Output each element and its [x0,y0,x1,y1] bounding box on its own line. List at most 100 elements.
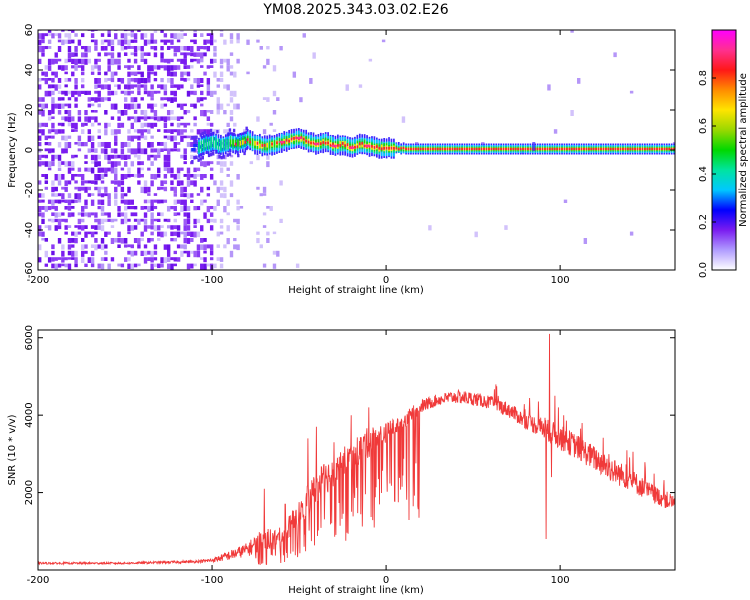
spectrogram-noise-cell [47,142,52,146]
spectrogram-noise-cell [186,238,191,244]
spectrogram-xtick-label: 0 [383,275,389,286]
spectrogram-noise-cell [41,39,45,44]
spectrogram-noise-cell [104,122,108,129]
spectrogram-noise-cell [41,161,45,166]
spectrogram-noise-cell [64,71,68,75]
spectrogram-noise-cell [100,257,105,261]
spectrogram-ridge-cell [414,147,417,151]
spectrogram-noise-cell [183,33,187,36]
spectrogram-onset-cell [226,153,230,157]
spectrogram-noise-cell [110,103,115,110]
spectrogram-noise-cell [213,263,217,269]
spectrogram-noise-cell [87,129,92,135]
spectrogram-noise-cell [77,186,82,192]
spectrogram-noise-cell [127,257,131,262]
spectrogram-noise-cell [140,116,144,120]
spectrogram-noise-cell [104,46,108,51]
spectrogram-noise-cell [74,90,78,95]
spectrogram-noise-cell [107,142,111,148]
spectrogram-noise-cell [143,257,148,264]
spectrogram-noise-cell [153,78,158,82]
spectrogram-noise-cell [100,244,105,251]
spectrogram-noise-cell [203,257,207,263]
spectrogram-noise-cell [173,186,177,194]
spectrogram-noise-cell [117,58,121,65]
spectrogram-ridge-cell [380,144,383,150]
spectrogram-noise-cell [41,218,45,224]
spectrogram-noise-cell [134,27,137,30]
spectrogram-noise-cell [160,58,164,63]
spectrogram-noise-cell [47,39,52,44]
spectrogram-noise-cell [262,65,267,69]
spectrogram-noise-cell [150,39,154,44]
spectrogram-noise-cell [150,212,154,219]
spectrogram-noise-cell [166,218,171,223]
spectrogram-noise-cell [150,257,154,263]
spectrogram-noise-cell [160,78,164,83]
spectrogram-noise-cell [87,116,92,123]
spectrogram-noise-cell [97,52,101,57]
spectrogram-ridge-cell [432,147,434,151]
spectrogram-noise-cell [38,135,42,141]
spectrogram-noise-cell [104,244,108,249]
spectrogram-noise-cell [672,142,675,145]
spectrogram-noise-cell [127,33,131,36]
spectrogram-noise-cell [209,174,214,180]
spectrogram-noise-cell [114,90,118,96]
spectrogram-ridge-cell [224,139,227,150]
spectrogram-onset-cell [193,136,196,140]
spectrogram-noise-cell [120,154,125,160]
spectrogram-noise-cell [173,250,177,255]
spectrogram-noise-cell [44,135,49,141]
spectrogram-noise-cell [100,263,105,270]
spectrogram-noise-cell [153,52,158,58]
spectrogram-noise-cell [110,257,115,262]
spectrogram-noise-cell [226,84,230,91]
spectrogram-noise-cell [47,90,52,97]
spectrogram-noise-cell [71,154,75,159]
spectrogram-noise-cell [196,231,201,238]
spectrogram-noise-cell [160,225,164,228]
spectrogram-noise-cell [190,142,194,147]
spectrogram-noise-cell [163,84,168,91]
spectrogram-noise-cell [190,180,194,186]
spectrogram-noise-cell [200,263,204,270]
spectrogram-noise-cell [64,78,68,82]
spectrogram-ridge-cell [263,143,266,147]
spectrogram-noise-cell [193,52,197,57]
spectrogram-noise-cell [140,167,144,171]
spectrogram-noise-cell [176,244,181,249]
spectrogram-noise-cell [147,206,151,212]
spectrogram-noise-cell [170,122,174,127]
spectrogram-noise-cell [193,180,197,187]
spectrogram-noise-cell [583,238,588,244]
spectrogram-noise-cell [143,206,148,210]
spectrogram-noise-cell [157,116,161,122]
spectrogram-noise-cell [114,167,118,174]
spectrogram-noise-cell [64,161,68,167]
spectrogram-noise-cell [61,65,65,71]
spectrogram-noise-cell [123,212,128,219]
spectrogram-noise-cell [74,250,78,257]
spectrogram-noise-cell [61,186,65,190]
spectrogram-noise-cell [94,39,98,46]
spectrogram-noise-cell [160,199,164,204]
spectrogram-noise-cell [186,78,191,81]
spectrogram-noise-cell [200,225,204,232]
spectrogram-noise-cell [90,244,95,248]
spectrogram-noise-cell [206,263,211,267]
spectrogram-noise-cell [203,135,207,142]
spectrogram-noise-cell [200,65,204,68]
spectrogram-noise-cell [183,199,187,206]
spectrogram-ridge-cell [285,139,288,145]
spectrogram-noise-cell [123,218,128,224]
spectrogram-noise-cell [259,46,263,50]
spectrogram-noise-cell [143,225,148,232]
spectrogram-noise-cell [77,90,82,97]
spectrogram-noise-cell [140,218,144,222]
spectrogram-ridge-cell [556,147,559,151]
spectrogram-noise-cell [67,39,72,44]
spectrogram-noise-cell [176,148,181,152]
spectrogram-noise-cell [104,167,108,174]
spectrogram-noise-cell [262,186,267,193]
